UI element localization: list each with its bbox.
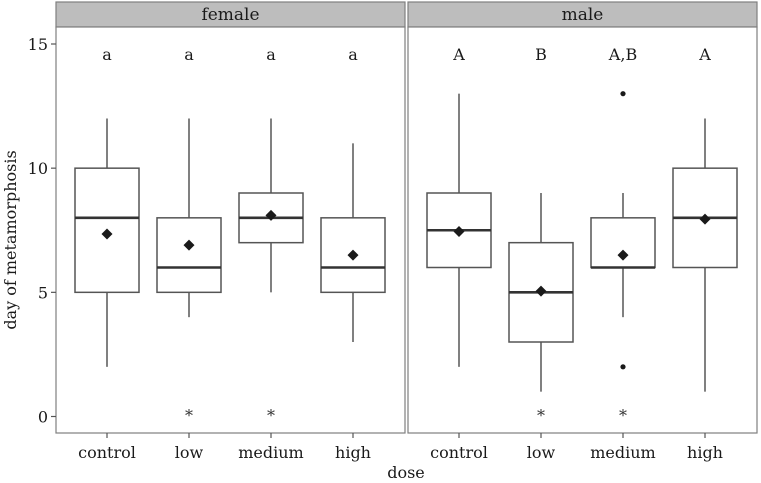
facet-strip-label: male: [562, 5, 604, 25]
x-axis-title: dose: [387, 463, 425, 482]
x-tick-label: low: [527, 443, 556, 462]
box-group-control: A: [426, 45, 492, 367]
significance-letter: A,B: [608, 45, 637, 64]
facet-strip: [407, 1, 758, 28]
x-tick-label: control: [430, 443, 488, 462]
significance-letter: A: [452, 45, 465, 64]
box-group-medium: A,B *: [590, 45, 656, 425]
box-group-low: a*: [156, 45, 222, 425]
x-tick-label: medium: [590, 443, 655, 462]
significance-letter: A: [698, 45, 711, 64]
mean-point: [453, 225, 465, 237]
x-tick-label: high: [335, 443, 371, 462]
y-tick-label: 15: [28, 35, 48, 54]
outlier-point: [620, 91, 626, 97]
box: [156, 217, 222, 294]
panels-layer: femaleacontrola*lowa*mediumahighmaleAcon…: [55, 1, 758, 462]
mean-point: [617, 249, 629, 261]
mean-point: [699, 213, 711, 225]
y-axis: 0 5 10 15: [28, 35, 56, 427]
significance-letter: a: [266, 45, 276, 64]
significance-star: *: [537, 406, 545, 425]
mean-point: [535, 285, 547, 297]
facet-strip-label: female: [201, 5, 259, 25]
y-tick-label: 5: [38, 283, 48, 302]
y-axis-title: day of metamorphosis: [1, 150, 20, 329]
box-group-high: A: [672, 45, 738, 392]
significance-letter: a: [102, 45, 112, 64]
x-tick-label: medium: [238, 443, 303, 462]
box-group-control: a: [74, 45, 140, 367]
outlier-point: [620, 364, 626, 370]
facet-strip: [55, 1, 406, 28]
mean-point: [265, 209, 277, 221]
x-tick-label: high: [687, 443, 723, 462]
x-tick-label: control: [78, 443, 136, 462]
mean-point: [347, 249, 359, 261]
box-group-low: B*: [508, 45, 574, 425]
significance-star: *: [619, 406, 627, 425]
box-group-medium: a*: [238, 45, 304, 425]
significance-star: *: [185, 406, 193, 425]
x-tick-label: low: [175, 443, 204, 462]
significance-letter: a: [348, 45, 358, 64]
mean-point: [101, 228, 113, 240]
mean-point: [183, 239, 195, 251]
significance-star: *: [267, 406, 275, 425]
significance-letter: a: [184, 45, 194, 64]
box-group-high: a: [320, 45, 386, 342]
y-tick-label: 0: [38, 408, 48, 427]
y-tick-label: 10: [28, 159, 48, 178]
significance-letter: B: [535, 45, 547, 64]
